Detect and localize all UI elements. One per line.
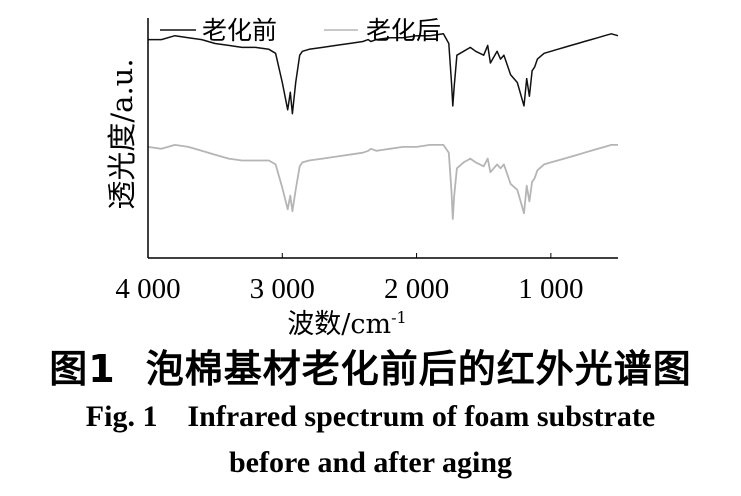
y-axis-label: 透光度/a.u. bbox=[105, 58, 139, 209]
caption-en-title-line1: Infrared spectrum of foam substrate bbox=[187, 400, 656, 433]
x-axis-label-text: 波数/cm bbox=[287, 309, 391, 340]
caption-en-title-line2: before and after aging bbox=[228, 446, 513, 479]
x-tick-label: 3 000 bbox=[250, 273, 315, 305]
caption-english-line1: Fig. 1 Infrared spectrum of foam substrat… bbox=[0, 400, 741, 434]
x-axis-label: 波数/cm-1 bbox=[287, 308, 406, 340]
caption-english-line2: before and after aging bbox=[0, 446, 741, 480]
x-axis-label-superscript: -1 bbox=[391, 308, 407, 327]
x-tick-label: 1 000 bbox=[518, 273, 583, 305]
legend: 老化前 老化后 bbox=[160, 16, 441, 45]
caption-chinese: 图1 泡棉基材老化前后的红外光谱图 bbox=[0, 338, 741, 393]
series-line-after-aging bbox=[147, 143, 618, 220]
caption-cn-title: 泡棉基材老化前后的红外光谱图 bbox=[145, 347, 692, 391]
legend-label-before: 老化前 bbox=[202, 16, 277, 45]
plot-area bbox=[147, 33, 619, 220]
series-line-before-aging bbox=[148, 33, 619, 115]
x-ticks: 4 000 3 000 2 000 1 000 bbox=[115, 253, 583, 305]
caption-en-fig-number: Fig. 1 bbox=[85, 400, 158, 433]
x-tick-label: 2 000 bbox=[384, 273, 449, 305]
caption-cn-fig-number: 图1 bbox=[49, 347, 116, 391]
legend-label-after: 老化后 bbox=[366, 16, 441, 45]
x-tick-label: 4 000 bbox=[115, 273, 180, 305]
